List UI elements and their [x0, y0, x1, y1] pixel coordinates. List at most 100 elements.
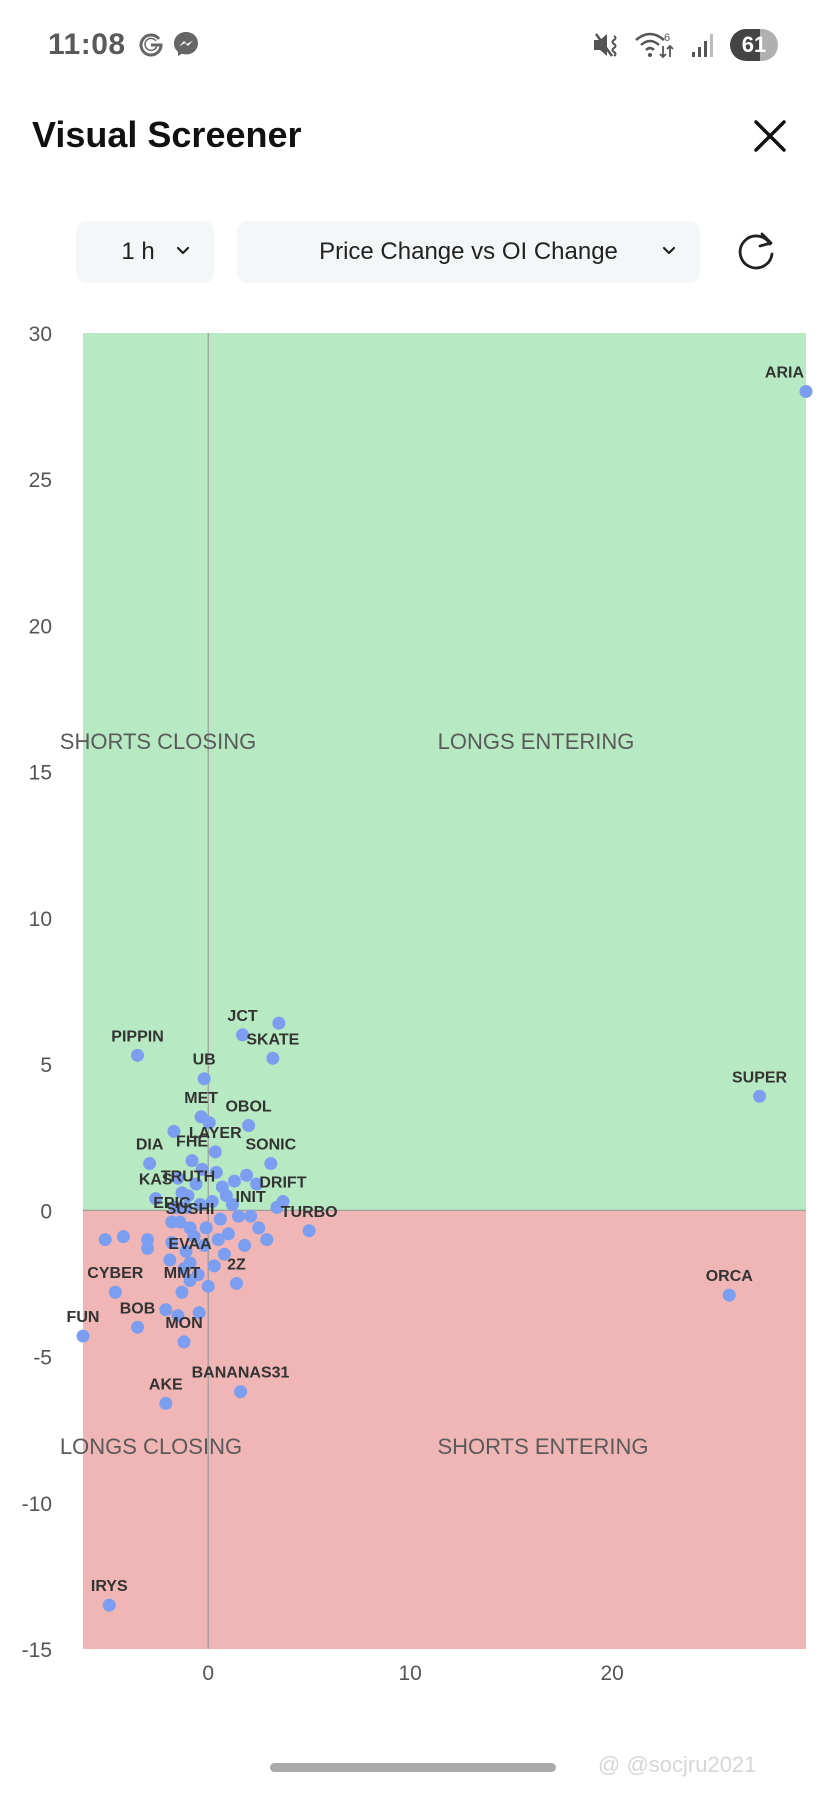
- data-point-mon: [177, 1335, 191, 1349]
- status-bar: 11:08 6 61: [0, 0, 828, 92]
- data-point: [205, 1195, 219, 1209]
- data-point: [201, 1279, 215, 1293]
- point-label-init: INIT: [236, 1189, 266, 1206]
- refresh-icon[interactable]: [734, 230, 778, 274]
- y-tick-label: -5: [33, 1347, 52, 1370]
- data-point: [217, 1247, 231, 1261]
- data-point: [240, 1168, 254, 1182]
- data-point-kas: [149, 1192, 163, 1206]
- chevron-down-icon: [662, 246, 676, 255]
- x-tick-label: 10: [398, 1662, 421, 1685]
- y-tick-label: 25: [29, 469, 52, 492]
- y-tick-label: 20: [29, 615, 52, 638]
- messenger-icon: [174, 32, 198, 56]
- data-point: [179, 1200, 193, 1214]
- point-label-ub: UB: [193, 1052, 216, 1069]
- data-point: [171, 1171, 185, 1185]
- point-label-irys: IRYS: [91, 1578, 128, 1595]
- data-point: [165, 1236, 179, 1250]
- data-point: [169, 1200, 183, 1214]
- data-point: [116, 1230, 130, 1244]
- data-point-init: [244, 1209, 258, 1223]
- data-point-jct: [236, 1028, 250, 1042]
- point-label-orca: ORCA: [706, 1268, 754, 1285]
- data-point: [195, 1162, 209, 1176]
- data-point-pippin: [131, 1048, 145, 1062]
- y-tick-label: 30: [29, 323, 52, 346]
- data-point-mmt: [175, 1285, 189, 1299]
- timeframe-select[interactable]: 1 h: [76, 221, 214, 283]
- data-point: [192, 1306, 206, 1320]
- data-point: [227, 1174, 241, 1188]
- point-label-truth: TRUTH: [161, 1169, 215, 1186]
- y-tick-label: 0: [40, 1200, 52, 1223]
- data-point: [238, 1238, 252, 1252]
- data-point-ub: [197, 1072, 211, 1086]
- data-point-orca: [722, 1288, 736, 1302]
- data-point-aria: [799, 384, 813, 398]
- y-tick-label: 5: [40, 1054, 52, 1077]
- data-point: [197, 1238, 211, 1252]
- data-point: [199, 1221, 213, 1235]
- data-point: [163, 1253, 177, 1267]
- scatter-chart-svg: SHORTS CLOSING LONGS ENTERING LONGS CLOSIN…: [22, 323, 813, 1685]
- point-label-epic: EPIC: [153, 1195, 191, 1212]
- data-point-bob: [131, 1320, 145, 1334]
- chevron-down-icon: [176, 246, 190, 255]
- data-point: [211, 1233, 225, 1247]
- point-label-mmt: MMT: [164, 1265, 201, 1282]
- data-point: [179, 1244, 193, 1258]
- data-point: [209, 1165, 223, 1179]
- point-label-jct: JCT: [227, 1008, 257, 1025]
- data-point-sonic: [264, 1157, 278, 1171]
- data-point-dia: [143, 1157, 157, 1171]
- point-label-mon: MON: [165, 1315, 202, 1332]
- data-point: [141, 1241, 155, 1255]
- point-label-drift: DRIFT: [259, 1175, 306, 1192]
- data-point: [173, 1215, 187, 1229]
- point-label-sonic: SONIC: [245, 1137, 296, 1154]
- wifi-icon: 6: [635, 32, 674, 59]
- point-label-ake: AKE: [149, 1376, 183, 1393]
- data-point: [219, 1189, 233, 1203]
- battery-indicator: 61: [730, 29, 778, 61]
- point-label-fhe: FHE: [176, 1134, 208, 1151]
- data-point: [98, 1233, 112, 1247]
- data-point: [167, 1124, 181, 1138]
- controls-bar: 1 h Price Change vs OI Change: [0, 221, 828, 283]
- watermark: @ @socjru2021: [598, 1752, 757, 1777]
- quadrant-label-bottom-left: LONGS CLOSING: [60, 1434, 242, 1459]
- quadrant-label-top-left: SHORTS CLOSING: [60, 729, 256, 754]
- home-indicator[interactable]: [270, 1763, 556, 1772]
- point-label-obol: OBOL: [225, 1099, 271, 1116]
- point-label-evaa: EVAA: [168, 1236, 212, 1253]
- positive-zone: [83, 333, 806, 1211]
- close-icon[interactable]: [748, 114, 792, 158]
- data-point: [159, 1303, 173, 1317]
- y-tick-label: 15: [29, 762, 52, 785]
- metric-select[interactable]: Price Change vs OI Change: [237, 221, 700, 283]
- mute-vibrate-icon: [594, 33, 617, 57]
- point-label-bob: BOB: [120, 1300, 156, 1317]
- point-label-dia: DIA: [136, 1137, 164, 1154]
- data-point: [207, 1259, 221, 1273]
- data-point: [187, 1230, 201, 1244]
- data-point: [175, 1186, 189, 1200]
- data-point-2z: [229, 1276, 243, 1290]
- data-point: [270, 1200, 284, 1214]
- data-point-cyber: [108, 1285, 122, 1299]
- status-time: 11:08: [48, 28, 126, 61]
- data-point-irys: [102, 1598, 116, 1612]
- google-icon: [139, 33, 163, 57]
- metric-value: Price Change vs OI Change: [319, 238, 618, 265]
- data-point: [202, 1116, 216, 1130]
- y-tick-label: -10: [22, 1493, 52, 1516]
- data-point: [221, 1227, 235, 1241]
- point-label-turbo: TURBO: [281, 1204, 338, 1221]
- data-point-obol: [242, 1119, 256, 1133]
- quadrant-label-bottom-right: SHORTS ENTERING: [437, 1434, 648, 1459]
- y-tick-label: 10: [29, 908, 52, 931]
- data-point: [250, 1177, 264, 1191]
- data-point: [213, 1212, 227, 1226]
- data-point: [232, 1209, 246, 1223]
